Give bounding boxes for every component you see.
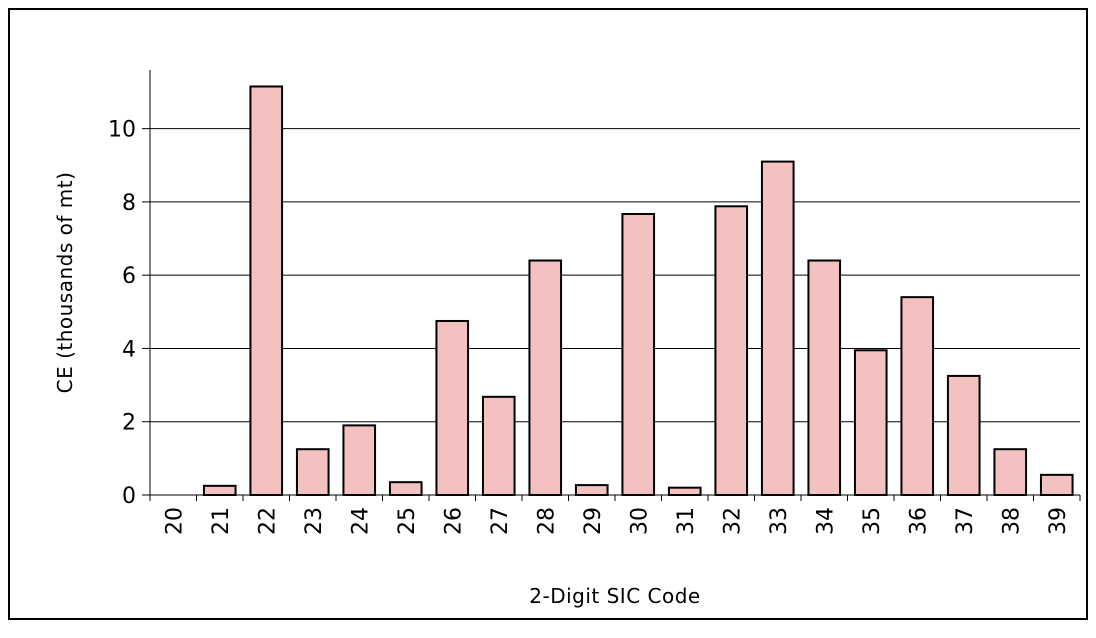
y-tick-label-0: 0 xyxy=(122,484,136,509)
bar-35 xyxy=(853,349,888,497)
bar-33 xyxy=(760,160,795,497)
bar-22 xyxy=(249,85,284,497)
bar-23 xyxy=(295,448,330,496)
bar-26 xyxy=(435,319,470,496)
bar-24 xyxy=(342,424,377,497)
x-tick-label-25: 25 xyxy=(395,507,420,535)
y-tick-label-6: 6 xyxy=(122,264,136,289)
x-tick-label-36: 36 xyxy=(906,507,931,535)
x-tick-label-33: 33 xyxy=(767,507,792,535)
y-tick-label-2: 2 xyxy=(122,411,136,436)
y-tick-label-4: 4 xyxy=(122,337,136,362)
x-tick-label-23: 23 xyxy=(302,507,327,535)
bar-30 xyxy=(621,212,656,497)
x-tick-label-34: 34 xyxy=(813,507,838,535)
bar-38 xyxy=(993,448,1028,496)
bar-27 xyxy=(481,395,516,496)
bar-25 xyxy=(388,481,423,497)
x-tick-label-31: 31 xyxy=(674,507,699,535)
x-axis-label: 2-Digit SIC Code xyxy=(529,584,700,608)
bar-39 xyxy=(1039,473,1074,497)
axes xyxy=(142,70,1081,501)
x-tick-label-39: 39 xyxy=(1046,507,1071,535)
x-tick-label-28: 28 xyxy=(534,507,559,535)
bar-36 xyxy=(900,296,935,497)
x-tick-label-20: 20 xyxy=(162,507,187,535)
bar-32 xyxy=(714,205,749,497)
bar-28 xyxy=(528,259,563,496)
bar-29 xyxy=(574,484,609,496)
x-tick-label-27: 27 xyxy=(488,507,513,535)
x-tick-label-38: 38 xyxy=(999,507,1024,535)
x-tick-label-32: 32 xyxy=(720,507,745,535)
bar-37 xyxy=(946,374,981,496)
x-tick-label-37: 37 xyxy=(953,507,978,535)
bar-21 xyxy=(202,484,237,496)
x-tick-label-22: 22 xyxy=(255,507,280,535)
x-tick-label-35: 35 xyxy=(860,507,885,535)
x-tick-label-21: 21 xyxy=(209,507,234,535)
x-tick-label-30: 30 xyxy=(627,507,652,535)
gridlines xyxy=(150,128,1080,423)
x-tick-label-29: 29 xyxy=(581,507,606,535)
x-tick-label-24: 24 xyxy=(348,507,373,535)
bars xyxy=(202,85,1074,497)
bar-31 xyxy=(667,486,702,497)
x-tick-label-26: 26 xyxy=(441,507,466,535)
y-tick-label-10: 10 xyxy=(108,118,136,143)
bar-34 xyxy=(807,259,842,496)
y-axis-label: CE (thousands of mt) xyxy=(53,172,77,394)
chart-frame: 0 2 4 6 8 10 20 21 22 23 24 25 26 27 28 29 30 31 32 33 34 35 3… xyxy=(8,8,1088,620)
y-tick-label-8: 8 xyxy=(122,191,136,216)
